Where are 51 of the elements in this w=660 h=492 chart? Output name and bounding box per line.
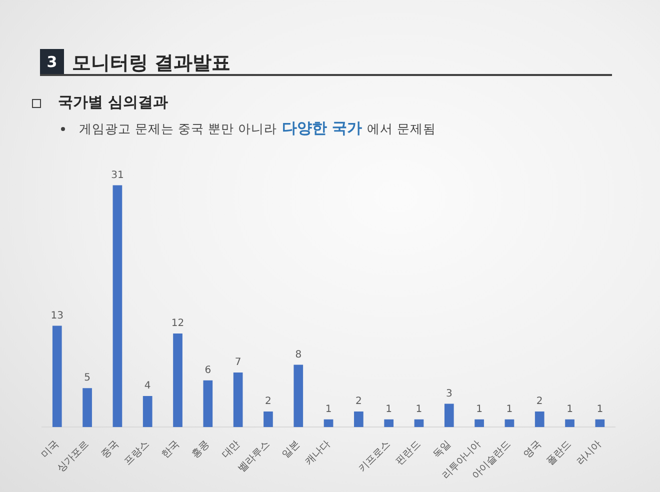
bar — [534, 412, 544, 428]
data-label: 12 — [171, 318, 184, 330]
x-tick-label: 대만 — [220, 438, 242, 460]
bar — [264, 412, 273, 428]
bar — [82, 388, 92, 428]
bar — [142, 396, 152, 428]
data-label: 31 — [111, 170, 124, 181]
data-label: 1 — [476, 404, 482, 415]
x-tick-label: 홍콩 — [190, 438, 212, 460]
bar — [112, 185, 122, 428]
bar — [384, 419, 394, 428]
bar — [233, 372, 243, 428]
bar — [414, 419, 424, 428]
bar — [203, 380, 213, 428]
data-label: 6 — [204, 364, 212, 376]
bar — [294, 364, 304, 428]
data-label: 7 — [234, 357, 242, 368]
x-tick-label: 영국 — [522, 438, 544, 460]
data-label: 3 — [446, 388, 452, 400]
data-label: 2 — [536, 396, 543, 408]
data-label: 1 — [506, 404, 513, 415]
data-label: 2 — [356, 396, 362, 408]
data-label: 13 — [50, 310, 64, 322]
bar — [565, 419, 574, 428]
bar — [444, 404, 454, 428]
text: 게임광고 문제는 중국 뿐만 아니라 — [79, 121, 277, 136]
chart-title: 모니터링 결과발표 — [72, 51, 231, 76]
data-label: 8 — [295, 349, 302, 360]
data-label: 4 — [144, 380, 151, 392]
data-label: 2 — [265, 396, 272, 408]
chart-subtitle: 국가별 심의결과 — [58, 93, 168, 112]
bar — [354, 412, 364, 428]
bar — [324, 419, 334, 428]
data-label: 1 — [596, 404, 604, 415]
x-tick-label: 일본 — [280, 438, 302, 460]
bar — [52, 326, 62, 428]
x-tick-label: 한국 — [160, 438, 182, 460]
bar — [173, 334, 182, 428]
x-tick-label: 중국 — [99, 438, 122, 460]
x-tick-label: 미국 — [39, 438, 62, 460]
data-label: 1 — [386, 404, 392, 415]
data-label: 1 — [325, 404, 332, 415]
text: 3 — [40, 49, 64, 75]
text: 다양한 국가 — [282, 119, 362, 137]
text: 에서 문제됨 — [367, 121, 436, 136]
bar — [504, 419, 514, 428]
bar — [474, 419, 484, 428]
bar — [595, 419, 605, 428]
data-label: 1 — [566, 404, 573, 415]
data-label: 5 — [84, 372, 90, 384]
data-label: 1 — [416, 404, 422, 415]
